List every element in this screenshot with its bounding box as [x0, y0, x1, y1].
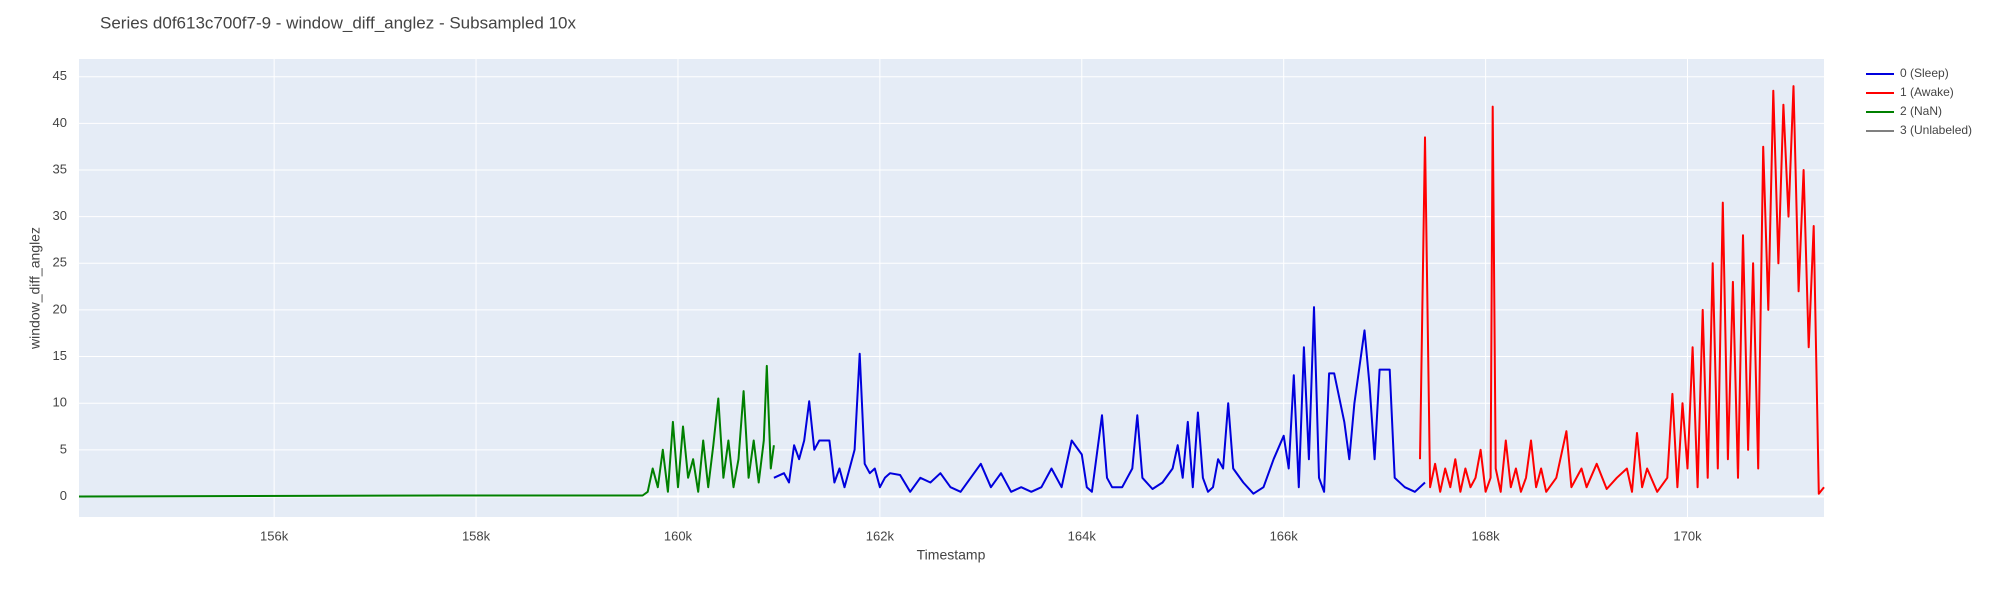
y-tick-label: 30: [53, 208, 67, 223]
x-tick-label: 168k: [1471, 528, 1500, 543]
chart-title: Series d0f613c700f7-9 - window_diff_angl…: [100, 13, 576, 32]
y-tick-label: 15: [53, 348, 67, 363]
series-line: [773, 306, 1426, 495]
y-tick-label: 40: [53, 115, 67, 130]
series-line: [78, 364, 775, 498]
y-tick-label: 35: [53, 161, 67, 176]
y-tick-label: 5: [60, 441, 67, 456]
y-tick-label: 25: [53, 255, 67, 270]
y-tick-label: 0: [60, 488, 67, 503]
y-tick-label: 10: [53, 395, 67, 410]
legend-label: 2 (NaN): [1900, 104, 1942, 118]
plot-area: [79, 59, 1824, 517]
x-tick-label: 162k: [866, 528, 895, 543]
legend-label: 1 (Awake): [1900, 85, 1954, 99]
y-axis-title: window_diff_anglez: [27, 227, 43, 350]
legend-label: 3 (Unlabeled): [1900, 123, 1972, 137]
x-axis-title: Timestamp: [917, 547, 986, 563]
y-tick-label: 20: [53, 301, 67, 316]
series-line: [1419, 85, 1825, 495]
x-tick-label: 164k: [1068, 528, 1097, 543]
x-tick-label: 166k: [1270, 528, 1299, 543]
y-tick-label: 45: [53, 68, 67, 83]
legend-label: 0 (Sleep): [1900, 66, 1949, 80]
x-tick-label: 170k: [1673, 528, 1702, 543]
x-tick-label: 158k: [462, 528, 491, 543]
x-tick-label: 160k: [664, 528, 693, 543]
x-tick-label: 156k: [260, 528, 289, 543]
